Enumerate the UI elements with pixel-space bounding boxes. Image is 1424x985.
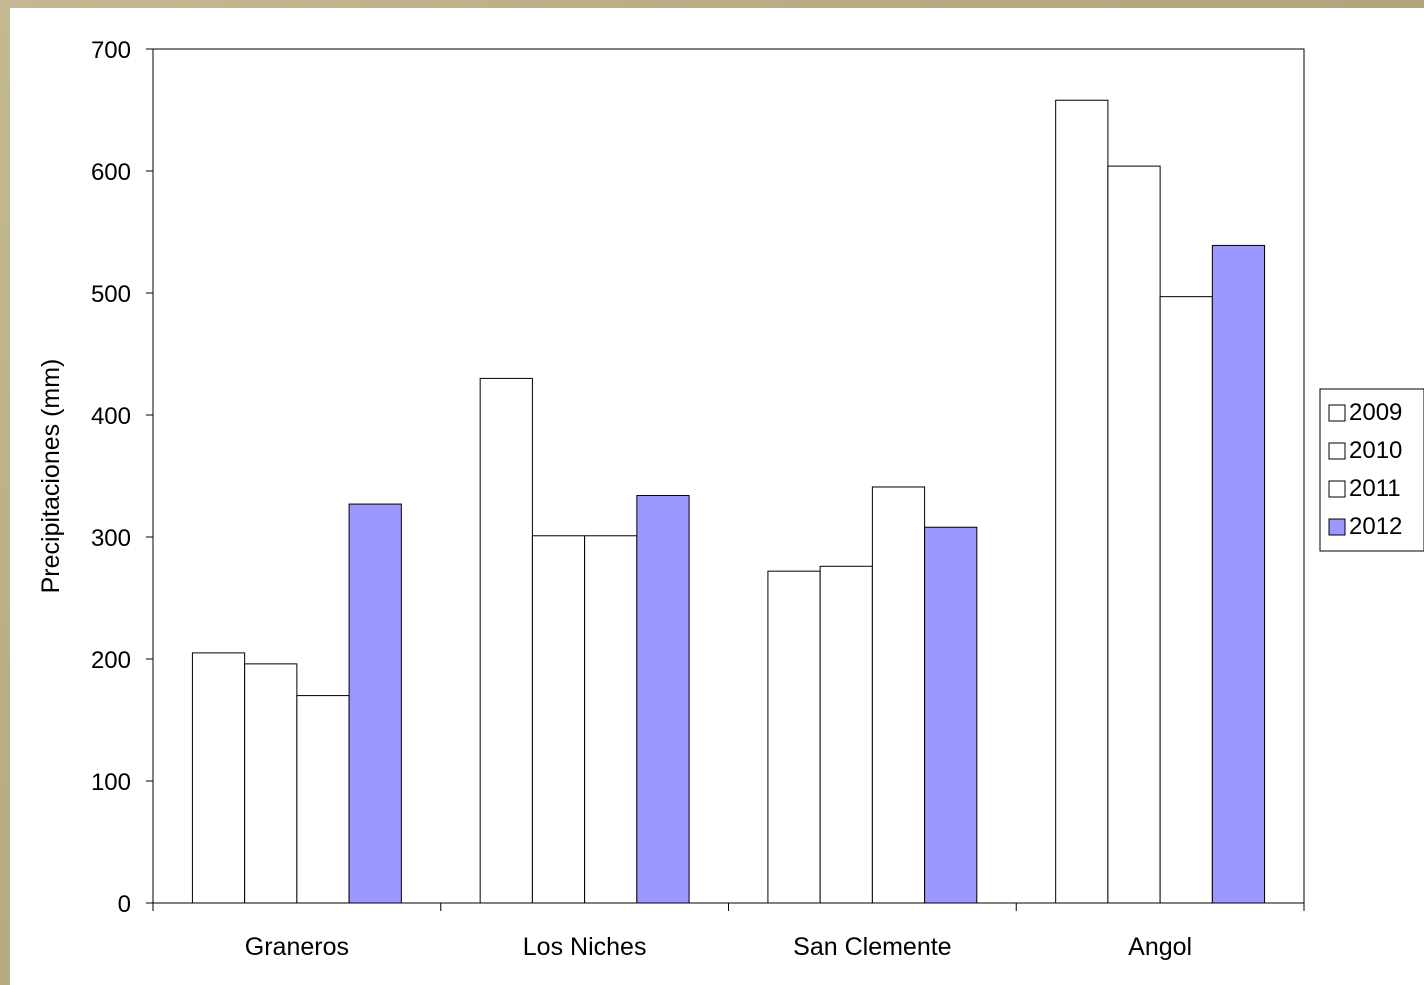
x-category-label: San Clemente [793, 933, 951, 961]
x-axis: Graneros Los Niches San Clemente Angol [152, 903, 1305, 961]
legend-swatch-2011 [1328, 480, 1346, 498]
y-tick-label: 500 [91, 281, 131, 308]
bar-2009-0 [191, 652, 246, 904]
y-axis-label: Precipitaciones (mm) [37, 359, 65, 594]
x-category-label: Angol [1128, 933, 1192, 961]
bar-2009-2 [767, 570, 821, 904]
y-tick-label: 600 [91, 159, 131, 186]
y-tick-label: 100 [91, 769, 131, 796]
bar-2012-0 [348, 503, 402, 904]
legend-swatch-2010 [1328, 442, 1346, 460]
bar-2009-1 [479, 377, 533, 904]
x-category-label: Graneros [245, 933, 349, 961]
bar-2011-2 [871, 486, 926, 904]
bar-2010-0 [244, 663, 298, 904]
x-category-label: Los Niches [523, 933, 647, 961]
legend-swatch-2012 [1328, 518, 1346, 536]
y-tick-label: 300 [91, 525, 131, 552]
legend-label-2009: 2009 [1349, 399, 1402, 426]
bars-group [191, 99, 1266, 904]
y-tick-label: 0 [118, 891, 131, 918]
bar-2011-3 [1159, 296, 1213, 904]
legend-label-2011: 2011 [1349, 475, 1401, 502]
bar-2011-1 [584, 535, 638, 904]
legend: 2009 2010 2011 2012 [1319, 388, 1424, 552]
bar-2010-2 [819, 565, 873, 904]
legend-label-2010: 2010 [1349, 437, 1402, 464]
legend-label-2012: 2012 [1349, 513, 1402, 540]
y-axis: 0 100 200 300 400 500 600 700 [91, 37, 153, 918]
y-tick-label: 700 [91, 37, 131, 64]
y-tick-label: 400 [91, 403, 131, 430]
bar-2009-3 [1055, 99, 1109, 904]
y-tick-label: 200 [91, 647, 131, 674]
bar-2012-2 [924, 526, 978, 904]
legend-swatch-2009 [1328, 404, 1346, 422]
bar-2010-1 [531, 535, 586, 904]
bar-2012-1 [636, 495, 690, 904]
bar-2011-0 [296, 695, 350, 904]
bar-2012-3 [1211, 244, 1266, 904]
bar-2010-3 [1107, 165, 1161, 904]
